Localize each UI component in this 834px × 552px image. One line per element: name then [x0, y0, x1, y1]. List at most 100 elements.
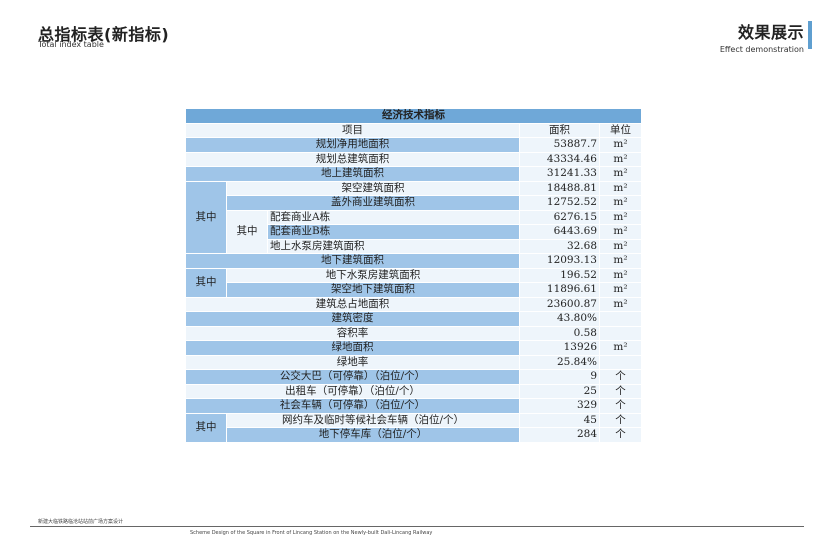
row-value: 25 — [519, 383, 600, 399]
row-unit: m² — [599, 195, 642, 211]
row-label: 公交大巴（可停靠）（泊位/个） — [185, 369, 520, 385]
row-label: 架空建筑面积 — [226, 180, 520, 196]
row-label: 盖外商业建筑面积 — [226, 195, 520, 211]
section-header: 效果展示 Effect demonstration — [720, 19, 804, 54]
row-value: 6443.69 — [519, 224, 600, 240]
row-value: 13926 — [519, 340, 600, 356]
row-value: 43.80% — [519, 311, 600, 327]
row-value: 45 — [519, 412, 600, 428]
row-value: 6276.15 — [519, 209, 600, 225]
table-row: 其中 配套商业A栋 6276.15 m² — [186, 209, 642, 254]
row-unit: m² — [599, 224, 642, 240]
row-value: 284 — [519, 427, 600, 443]
footer-project-name: 新建大临铁路临沧站站前广场方案设计 — [38, 519, 124, 525]
row-unit: m² — [599, 151, 642, 167]
col-header-item: 项目 — [185, 122, 520, 138]
row-label: 地下建筑面积 — [185, 253, 520, 269]
table-title: 经济技术指标 — [185, 108, 642, 124]
table-row: 地上建筑面积 31241.33 m² — [185, 166, 642, 182]
group-label: 其中 — [185, 267, 227, 298]
row-value: 23600.87 — [519, 296, 600, 312]
table-row: 地下停车库（泊位/个） 284 个 — [186, 427, 642, 443]
table-title-row: 经济技术指标 — [185, 108, 642, 124]
row-label: 配套商业A栋 — [267, 209, 520, 225]
row-label: 地上建筑面积 — [185, 166, 520, 182]
row-unit: 个 — [599, 398, 642, 414]
row-label: 绿地面积 — [185, 340, 520, 356]
section-title: 效果展示 — [737, 23, 804, 42]
table-row: 出租车（可停靠）（泊位/个） 25 个 — [185, 383, 642, 399]
row-value: 31241.33 — [519, 166, 600, 182]
row-unit: m² — [599, 282, 642, 298]
table-row: 规划总建筑面积 43334.46 m² — [185, 151, 642, 167]
row-label: 出租车（可停靠）（泊位/个） — [185, 383, 520, 399]
table-row: 建筑密度 43.80% — [185, 311, 642, 327]
table-row: 地下建筑面积 12093.13 m² — [185, 253, 642, 269]
table-row: 地上水泵房建筑面积 32.68 m² — [186, 238, 642, 254]
row-label: 规划总建筑面积 — [185, 151, 520, 167]
table-row: 社会车辆（可停靠）（泊位/个） 329 个 — [185, 398, 642, 414]
row-value: 18488.81 — [519, 180, 600, 196]
table-row: 绿地面积 13926 m² — [185, 340, 642, 356]
row-value: 43334.46 — [519, 151, 600, 167]
col-header-unit: 单位 — [599, 122, 642, 138]
row-unit: m² — [599, 137, 642, 153]
row-unit: m² — [599, 166, 642, 182]
group-label: 其中 — [185, 180, 227, 254]
row-label: 建筑密度 — [185, 311, 520, 327]
row-label: 容积率 — [185, 325, 520, 341]
page-title: 总指标表(新指标) — [38, 25, 170, 44]
row-unit: m² — [599, 267, 642, 283]
row-label: 配套商业B栋 — [267, 224, 520, 240]
row-unit: m² — [599, 253, 642, 269]
row-label: 建筑总占地面积 — [185, 296, 520, 312]
row-label: 网约车及临时等候社会车辆（泊位/个） — [226, 412, 520, 428]
row-unit: 个 — [599, 383, 642, 399]
row-value: 0.58 — [519, 325, 600, 341]
table-row: 规划净用地面积 53887.7 m² — [185, 137, 642, 153]
page-subtitle: Total index table — [38, 40, 104, 49]
row-label: 架空地下建筑面积 — [226, 282, 520, 298]
accent-bar — [808, 21, 812, 49]
col-header-area: 面积 — [519, 122, 600, 138]
row-label: 地上水泵房建筑面积 — [267, 238, 520, 254]
row-value: 12752.52 — [519, 195, 600, 211]
footer-divider — [30, 526, 804, 527]
row-value: 9 — [519, 369, 600, 385]
row-label: 社会车辆（可停靠）（泊位/个） — [185, 398, 520, 414]
row-value: 12093.13 — [519, 253, 600, 269]
row-value: 53887.7 — [519, 137, 600, 153]
table-row: 其中 网约车及临时等候社会车辆（泊位/个） 45 个 — [185, 412, 642, 443]
row-label: 绿地率 — [185, 354, 520, 370]
row-label: 地下水泵房建筑面积 — [226, 267, 520, 283]
row-unit: m² — [599, 296, 642, 312]
footer-project-name-en: Scheme Design of the Square in Front of … — [190, 530, 433, 536]
table-row: 建筑总占地面积 23600.87 m² — [185, 296, 642, 312]
row-label: 地下停车库（泊位/个） — [226, 427, 520, 443]
table-row: 配套商业B栋 6443.69 m² — [186, 224, 642, 240]
table-row: 容积率 0.58 — [185, 325, 642, 341]
row-value: 196.52 — [519, 267, 600, 283]
row-unit: m² — [599, 180, 642, 196]
row-unit — [599, 311, 642, 327]
row-unit — [599, 354, 642, 370]
row-unit: 个 — [599, 369, 642, 385]
subgroup-label: 其中 — [226, 209, 268, 254]
row-unit: m² — [599, 209, 642, 225]
index-table: 经济技术指标 项目 面积 单位 规划净用地面积 53887.7 m² 规划总建筑… — [185, 108, 642, 443]
table-row: 盖外商业建筑面积 12752.52 m² — [186, 195, 642, 211]
table-header-row: 项目 面积 单位 — [185, 122, 642, 138]
row-unit: m² — [599, 340, 642, 356]
group-label: 其中 — [185, 412, 227, 443]
table-row: 架空地下建筑面积 11896.61 m² — [186, 282, 642, 298]
row-unit — [599, 325, 642, 341]
row-value: 329 — [519, 398, 600, 414]
section-subtitle: Effect demonstration — [719, 45, 804, 54]
table-row: 公交大巴（可停靠）（泊位/个） 9 个 — [185, 369, 642, 385]
table-row: 其中 地下水泵房建筑面积 196.52 m² — [185, 267, 642, 298]
row-unit: m² — [599, 238, 642, 254]
row-value: 11896.61 — [519, 282, 600, 298]
row-unit: 个 — [599, 412, 642, 428]
row-unit: 个 — [599, 427, 642, 443]
row-value: 25.84% — [519, 354, 600, 370]
